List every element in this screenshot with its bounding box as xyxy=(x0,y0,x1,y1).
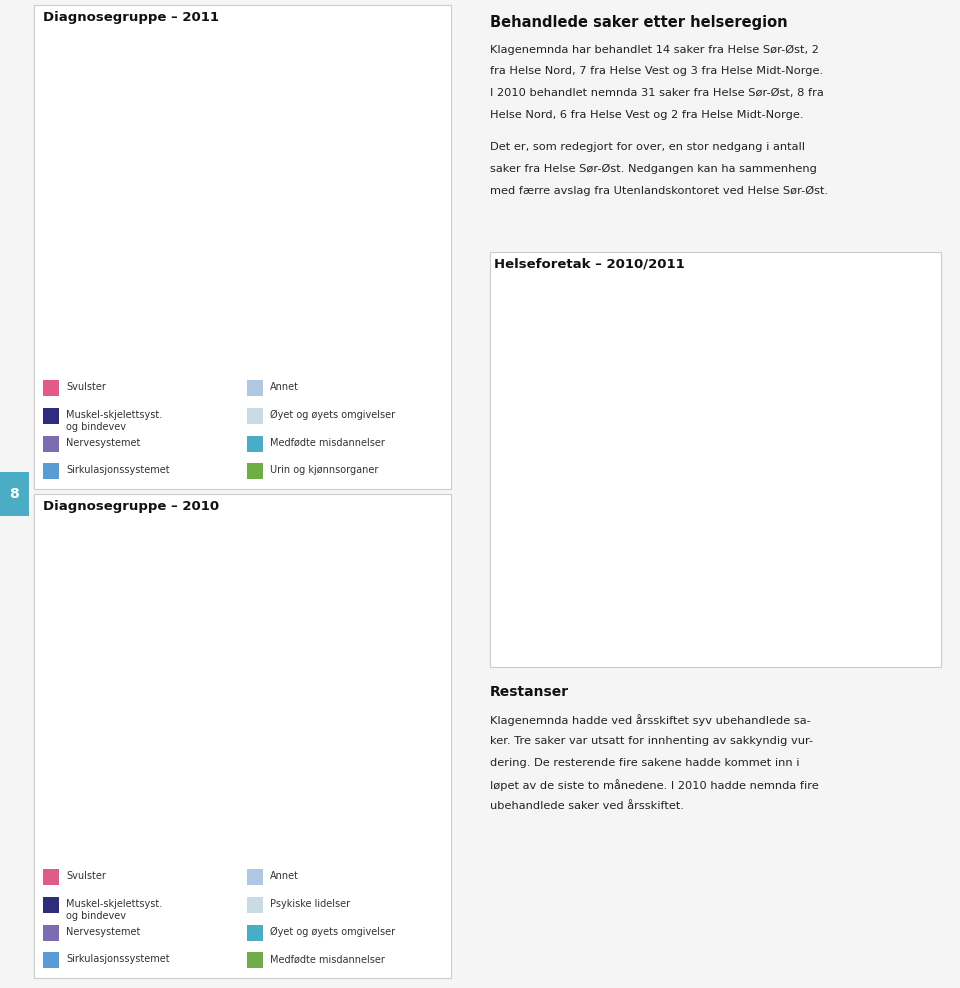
Text: 2: 2 xyxy=(327,795,334,805)
Text: Medfødte misdannelser: Medfødte misdannelser xyxy=(271,954,385,964)
Text: 2: 2 xyxy=(372,795,378,805)
Bar xyxy=(361,808,390,860)
Text: Det er, som redegjort for over, en stor nedgang i antall: Det er, som redegjort for over, en stor … xyxy=(490,142,804,152)
Text: 1: 1 xyxy=(416,821,423,831)
Text: Sirkulasjonssystemet: Sirkulasjonssystemet xyxy=(66,954,170,964)
Text: 1: 1 xyxy=(416,319,423,329)
Bar xyxy=(138,103,167,370)
Bar xyxy=(138,605,167,860)
Text: Diagnosegruppe – 2010: Diagnosegruppe – 2010 xyxy=(43,500,219,513)
Text: ker. Tre saker var utsatt for innhenting av sakkyndig vur-: ker. Tre saker var utsatt for innhenting… xyxy=(490,736,813,746)
Bar xyxy=(316,332,345,370)
Text: 10: 10 xyxy=(190,591,204,602)
Text: 7: 7 xyxy=(105,90,112,100)
Bar xyxy=(183,141,212,370)
Bar xyxy=(690,549,723,613)
Text: Klagenemnda har behandlet 14 saker fra Helse Sør-Øst, 2: Klagenemnda har behandlet 14 saker fra H… xyxy=(490,44,819,54)
Text: Muskel-skjelettsyst.
og bindevev: Muskel-skjelettsyst. og bindevev xyxy=(66,410,162,432)
Bar xyxy=(94,579,123,860)
Bar xyxy=(228,332,256,370)
Text: 1: 1 xyxy=(327,319,334,329)
Text: ubehandlede saker ved årsskiftet.: ubehandlede saker ved årsskiftet. xyxy=(490,801,684,811)
Bar xyxy=(272,758,300,860)
Text: med færre avslag fra Utenlandskontoret ved Helse Sør-Øst.: med færre avslag fra Utenlandskontoret v… xyxy=(490,186,828,196)
Text: Øyet og øyets omgivelser: Øyet og øyets omgivelser xyxy=(271,410,396,420)
Text: 10: 10 xyxy=(146,591,160,602)
Bar xyxy=(565,333,598,613)
Text: 7: 7 xyxy=(150,90,156,100)
Bar xyxy=(783,595,816,613)
Bar xyxy=(94,103,123,370)
Text: 8: 8 xyxy=(763,528,771,537)
Text: Helseforetak – 2010/2011: Helseforetak – 2010/2011 xyxy=(494,258,685,271)
Text: Klagenemnda hadde ved årsskiftet syv ubehandlede sa-: Klagenemnda hadde ved årsskiftet syv ube… xyxy=(490,714,810,726)
Bar xyxy=(405,834,434,860)
Text: dering. De resterende fire sakene hadde kommet inn i: dering. De resterende fire sakene hadde … xyxy=(490,758,799,768)
Text: 3: 3 xyxy=(889,573,896,583)
Text: Muskel-skjelettsyst.
og bindevev: Muskel-skjelettsyst. og bindevev xyxy=(66,899,162,921)
Text: Annet: Annet xyxy=(271,382,300,392)
Text: 7: 7 xyxy=(703,536,710,546)
Bar xyxy=(843,595,876,613)
Bar xyxy=(658,558,690,613)
Text: Helse Nord, 6 fra Helse Vest og 2 fra Helse Midt-Norge.: Helse Nord, 6 fra Helse Vest og 2 fra He… xyxy=(490,110,804,120)
Text: 14: 14 xyxy=(607,473,621,483)
Text: Øyet og øyets omgivelser: Øyet og øyets omgivelser xyxy=(271,927,396,937)
Bar xyxy=(598,486,631,613)
Text: Medfødte misdannelser: Medfødte misdannelser xyxy=(271,438,385,448)
Text: Nervesystemet: Nervesystemet xyxy=(66,927,140,937)
Text: Psykiske lidelser: Psykiske lidelser xyxy=(271,899,350,909)
Text: fra Helse Nord, 7 fra Helse Vest og 3 fra Helse Midt-Norge.: fra Helse Nord, 7 fra Helse Vest og 3 fr… xyxy=(490,66,823,76)
Text: Restanser: Restanser xyxy=(490,685,568,699)
Text: 7: 7 xyxy=(238,668,246,678)
Legend: 2010, 2011: 2010, 2011 xyxy=(862,302,930,336)
Text: Behandlede saker etter helseregion: Behandlede saker etter helseregion xyxy=(490,15,787,30)
Bar xyxy=(361,332,390,370)
Text: Urin og kjønnsorganer: Urin og kjønnsorganer xyxy=(271,465,378,475)
Text: 6: 6 xyxy=(671,545,678,555)
Text: Svulster: Svulster xyxy=(66,382,107,392)
Text: 1: 1 xyxy=(238,319,246,329)
Text: 6: 6 xyxy=(194,127,201,137)
Text: 2: 2 xyxy=(282,281,290,290)
Text: 31: 31 xyxy=(575,320,588,330)
Text: 8: 8 xyxy=(10,487,19,501)
Text: 2: 2 xyxy=(856,582,863,592)
Text: 2: 2 xyxy=(796,582,803,592)
Bar xyxy=(183,605,212,860)
Bar xyxy=(316,808,345,860)
Text: løpet av de siste to månedene. I 2010 hadde nemnda fire: løpet av de siste to månedene. I 2010 ha… xyxy=(490,780,818,791)
Text: Sirkulasjonssystemet: Sirkulasjonssystemet xyxy=(66,465,170,475)
Bar xyxy=(272,294,300,370)
Text: Svulster: Svulster xyxy=(66,871,107,881)
Bar xyxy=(228,681,256,860)
Text: 4: 4 xyxy=(282,744,290,755)
Text: 11: 11 xyxy=(102,566,115,576)
Bar xyxy=(751,540,783,613)
Bar xyxy=(405,332,434,370)
Text: Annet: Annet xyxy=(271,871,300,881)
Text: saker fra Helse Sør-Øst. Nedgangen kan ha sammenheng: saker fra Helse Sør-Øst. Nedgangen kan h… xyxy=(490,164,816,174)
Text: I 2010 behandlet nemnda 31 saker fra Helse Sør-Øst, 8 fra: I 2010 behandlet nemnda 31 saker fra Hel… xyxy=(490,88,824,98)
Text: 1: 1 xyxy=(372,319,378,329)
Text: Nervesystemet: Nervesystemet xyxy=(66,438,140,448)
Text: Diagnosegruppe – 2011: Diagnosegruppe – 2011 xyxy=(43,11,219,24)
Bar xyxy=(876,586,908,613)
